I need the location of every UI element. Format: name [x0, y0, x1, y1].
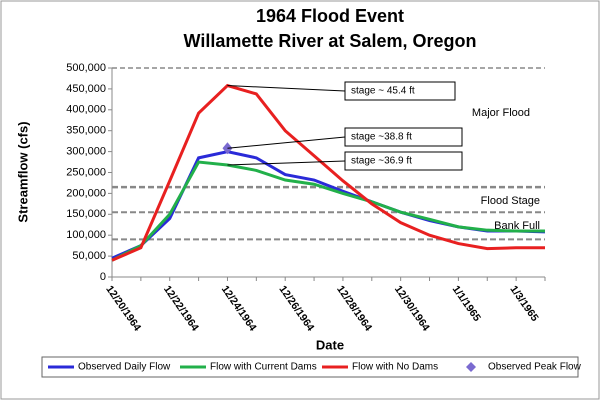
y-tick-label: 150,000 [66, 208, 106, 220]
leader-line [227, 160, 346, 166]
x-axis-label: Date [316, 337, 344, 352]
y-tick-label: 200,000 [66, 187, 106, 199]
legend [41, 356, 579, 378]
legend-label: Observed Peak Flow [488, 362, 582, 373]
annotation: stage ~36.9 ft [351, 156, 412, 167]
legend-marker [466, 362, 476, 372]
chart-title: 1964 Flood Event [256, 6, 404, 26]
annotation-box [344, 81, 456, 101]
annotation: stage ~ 45.4 ft [351, 86, 415, 97]
y-tick-label: 50,000 [72, 250, 106, 262]
reference-label: Bank Full [494, 220, 540, 232]
y-tick-label: 100,000 [66, 229, 106, 241]
y-axis-label: Streamflow (cfs) [15, 121, 30, 222]
legend-label: Flow with No Dams [352, 362, 438, 373]
leader-line [227, 85, 346, 92]
y-tick-label: 500,000 [66, 62, 106, 74]
legend-label: Flow with Current Dams [210, 362, 317, 373]
chart-title: Willamette River at Salem, Oregon [184, 31, 477, 51]
annotation-box [344, 151, 463, 171]
series-line [111, 83, 545, 262]
annotation: stage ~38.8 ft [351, 132, 412, 143]
series-line [111, 160, 545, 262]
legend-label: Observed Daily Flow [78, 362, 171, 373]
y-tick-label: 450,000 [66, 83, 106, 95]
y-tick-label: 300,000 [66, 146, 106, 158]
y-tick-label: 350,000 [66, 125, 106, 137]
y-tick-label: 250,000 [66, 166, 106, 178]
region-label: Major Flood [472, 107, 530, 119]
annotation-box [344, 127, 463, 147]
y-tick-label: 400,000 [66, 104, 106, 116]
leader-line [227, 136, 346, 149]
reference-label: Flood Stage [481, 195, 540, 207]
y-tick-label: 0 [100, 271, 106, 283]
